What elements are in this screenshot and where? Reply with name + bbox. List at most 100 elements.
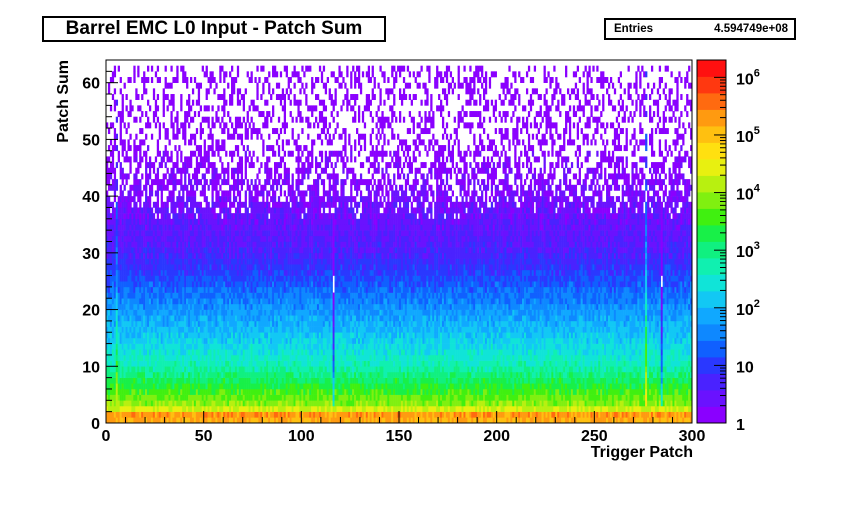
heatmap-cell xyxy=(262,377,265,384)
heatmap-cell xyxy=(213,417,216,424)
heatmap-cell xyxy=(121,349,124,356)
heatmap-cell xyxy=(219,394,222,401)
heatmap-cell xyxy=(303,173,306,180)
heatmap-cell xyxy=(123,349,126,356)
heatmap-cell xyxy=(148,230,152,237)
heatmap-cell xyxy=(291,394,294,401)
heatmap-cell xyxy=(143,405,146,412)
heatmap-cell xyxy=(137,343,140,350)
heatmap-cell xyxy=(147,349,150,356)
heatmap-cell xyxy=(137,269,140,276)
heatmap-cell xyxy=(125,281,128,288)
heatmap-cell xyxy=(254,247,257,254)
heatmap-cell xyxy=(283,207,286,214)
heatmap-cell xyxy=(246,116,249,123)
heatmap-cell xyxy=(160,286,163,293)
heatmap-cell xyxy=(227,281,230,288)
heatmap-cell xyxy=(154,218,158,225)
heatmap-cell xyxy=(283,354,286,361)
heatmap-cell xyxy=(266,196,269,203)
heatmap-cell xyxy=(143,332,146,339)
heatmap-cell xyxy=(143,224,146,231)
heatmap-cell xyxy=(301,241,304,248)
heatmap-cell xyxy=(207,383,210,390)
heatmap-cell xyxy=(152,230,156,237)
heatmap-cell xyxy=(232,269,236,276)
heatmap-cell xyxy=(270,275,273,282)
heatmap-cell xyxy=(156,65,160,72)
heatmap-cell xyxy=(268,303,271,310)
heatmap-cell xyxy=(106,190,109,197)
heatmap-cell xyxy=(158,405,161,412)
heatmap-cell xyxy=(209,354,212,361)
heatmap-cell xyxy=(141,258,144,265)
heatmap-cell xyxy=(260,184,263,191)
heatmap-cell xyxy=(244,286,247,293)
heatmap-cell xyxy=(301,349,304,356)
heatmap-cell xyxy=(111,286,115,293)
heatmap-cell xyxy=(182,190,185,197)
heatmap-cell xyxy=(264,184,267,191)
heatmap-cell xyxy=(283,99,286,106)
heatmap-cell xyxy=(215,388,218,395)
heatmap-cell xyxy=(158,343,161,350)
heatmap-cell xyxy=(129,201,132,208)
heatmap-cell xyxy=(186,213,189,220)
heatmap-cell xyxy=(115,213,119,220)
heatmap-cell xyxy=(109,150,113,157)
heatmap-cell xyxy=(106,179,109,186)
heatmap-cell xyxy=(238,156,242,163)
heatmap-cell xyxy=(248,190,251,197)
heatmap-cell xyxy=(246,241,249,248)
heatmap-cell xyxy=(172,315,175,322)
heatmap-cell xyxy=(272,196,275,203)
heatmap-cell xyxy=(193,366,197,373)
heatmap-cell xyxy=(266,388,269,395)
heatmap-cell xyxy=(199,388,203,395)
heatmap-cell xyxy=(123,275,126,282)
heatmap-cell xyxy=(283,111,286,118)
heatmap-cell xyxy=(160,201,163,208)
heatmap-cell xyxy=(301,388,304,395)
heatmap-cell xyxy=(240,173,244,180)
heatmap-cell xyxy=(143,139,146,146)
heatmap-cell xyxy=(268,337,271,344)
heatmap-cell xyxy=(244,128,247,135)
heatmap-cell xyxy=(199,230,203,237)
heatmap-cell xyxy=(264,281,267,288)
heatmap-cell xyxy=(115,207,119,214)
heatmap-cell xyxy=(217,230,220,237)
heatmap-cell xyxy=(252,264,255,271)
heatmap-cell xyxy=(121,371,124,378)
heatmap-cell xyxy=(135,218,138,225)
heatmap-cell xyxy=(213,400,216,407)
heatmap-cell xyxy=(236,94,240,100)
heatmap-cell xyxy=(141,303,144,310)
heatmap-cell xyxy=(148,292,152,299)
heatmap-cell xyxy=(254,371,257,378)
heatmap-cell xyxy=(107,252,111,259)
heatmap-cell xyxy=(137,281,140,288)
heatmap-cell xyxy=(129,99,132,106)
heatmap-cell xyxy=(119,377,122,384)
heatmap-cell xyxy=(111,252,115,259)
heatmap-cell xyxy=(150,394,154,401)
heatmap-cell xyxy=(275,309,279,316)
heatmap-cell xyxy=(172,286,175,293)
heatmap-cell xyxy=(191,337,195,344)
heatmap-cell xyxy=(250,354,253,361)
heatmap-cell xyxy=(158,315,161,322)
heatmap-cell xyxy=(170,354,173,361)
heatmap-cell xyxy=(250,332,253,339)
heatmap-cell xyxy=(150,400,154,407)
heatmap-cell xyxy=(117,275,120,282)
heatmap-cell xyxy=(106,343,109,350)
heatmap-cell xyxy=(131,388,134,395)
heatmap-cell xyxy=(107,417,111,424)
heatmap-cell xyxy=(209,71,212,78)
heatmap-cell xyxy=(254,235,257,242)
heatmap-cell xyxy=(193,377,197,384)
heatmap-cell xyxy=(145,275,148,282)
heatmap-cell xyxy=(201,366,204,373)
heatmap-cell xyxy=(117,303,120,310)
